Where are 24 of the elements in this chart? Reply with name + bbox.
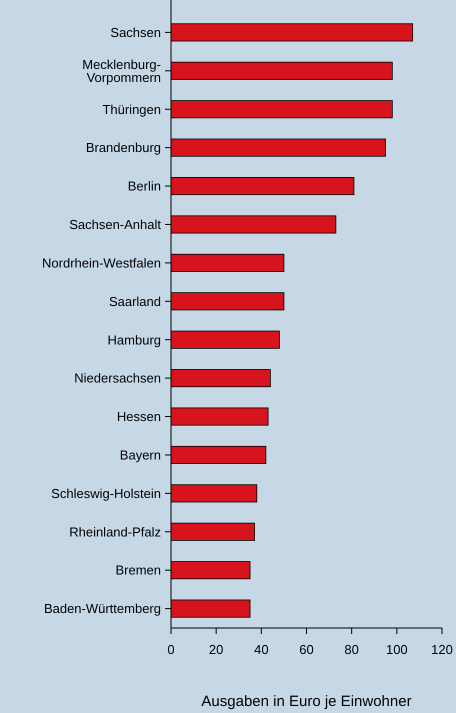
y-tick-label: Thüringen <box>102 102 161 117</box>
y-tick-label: Bayern <box>120 447 161 462</box>
y-tick-label: Niedersachsen <box>74 370 161 386</box>
y-tick-label: Mecklenburg-Vorpommern <box>82 56 161 85</box>
x-axis-title: Ausgaben in Euro je Einwohner <box>201 693 412 710</box>
y-tick-label: Baden-Württemberg <box>44 601 161 616</box>
y-tick-label: Saarland <box>108 294 161 309</box>
x-tick-label: 20 <box>208 642 224 657</box>
y-tick-label: Bremen <box>115 562 161 578</box>
y-tick-label: Hessen <box>116 409 161 424</box>
x-tick-label: 60 <box>299 642 314 657</box>
x-tick-label: 100 <box>386 642 408 657</box>
y-tick-label: Berlin <box>128 178 161 194</box>
x-tick-label: 40 <box>254 642 269 657</box>
y-tick-label: Sachsen <box>110 24 161 40</box>
y-tick-label: Schleswig-Holstein <box>51 486 161 501</box>
y-tick-label: Hamburg <box>108 332 161 348</box>
x-tick-label: 120 <box>431 642 453 657</box>
x-tick-label: 0 <box>167 642 175 657</box>
y-tick-label: Brandenburg <box>86 140 161 156</box>
y-tick-label: Rheinland-Pfalz <box>69 524 161 540</box>
y-tick-label: Sachsen-Anhalt <box>69 217 162 232</box>
y-tick-label: Nordrhein-Westfalen <box>42 255 161 270</box>
x-tick-label: 80 <box>344 642 359 657</box>
